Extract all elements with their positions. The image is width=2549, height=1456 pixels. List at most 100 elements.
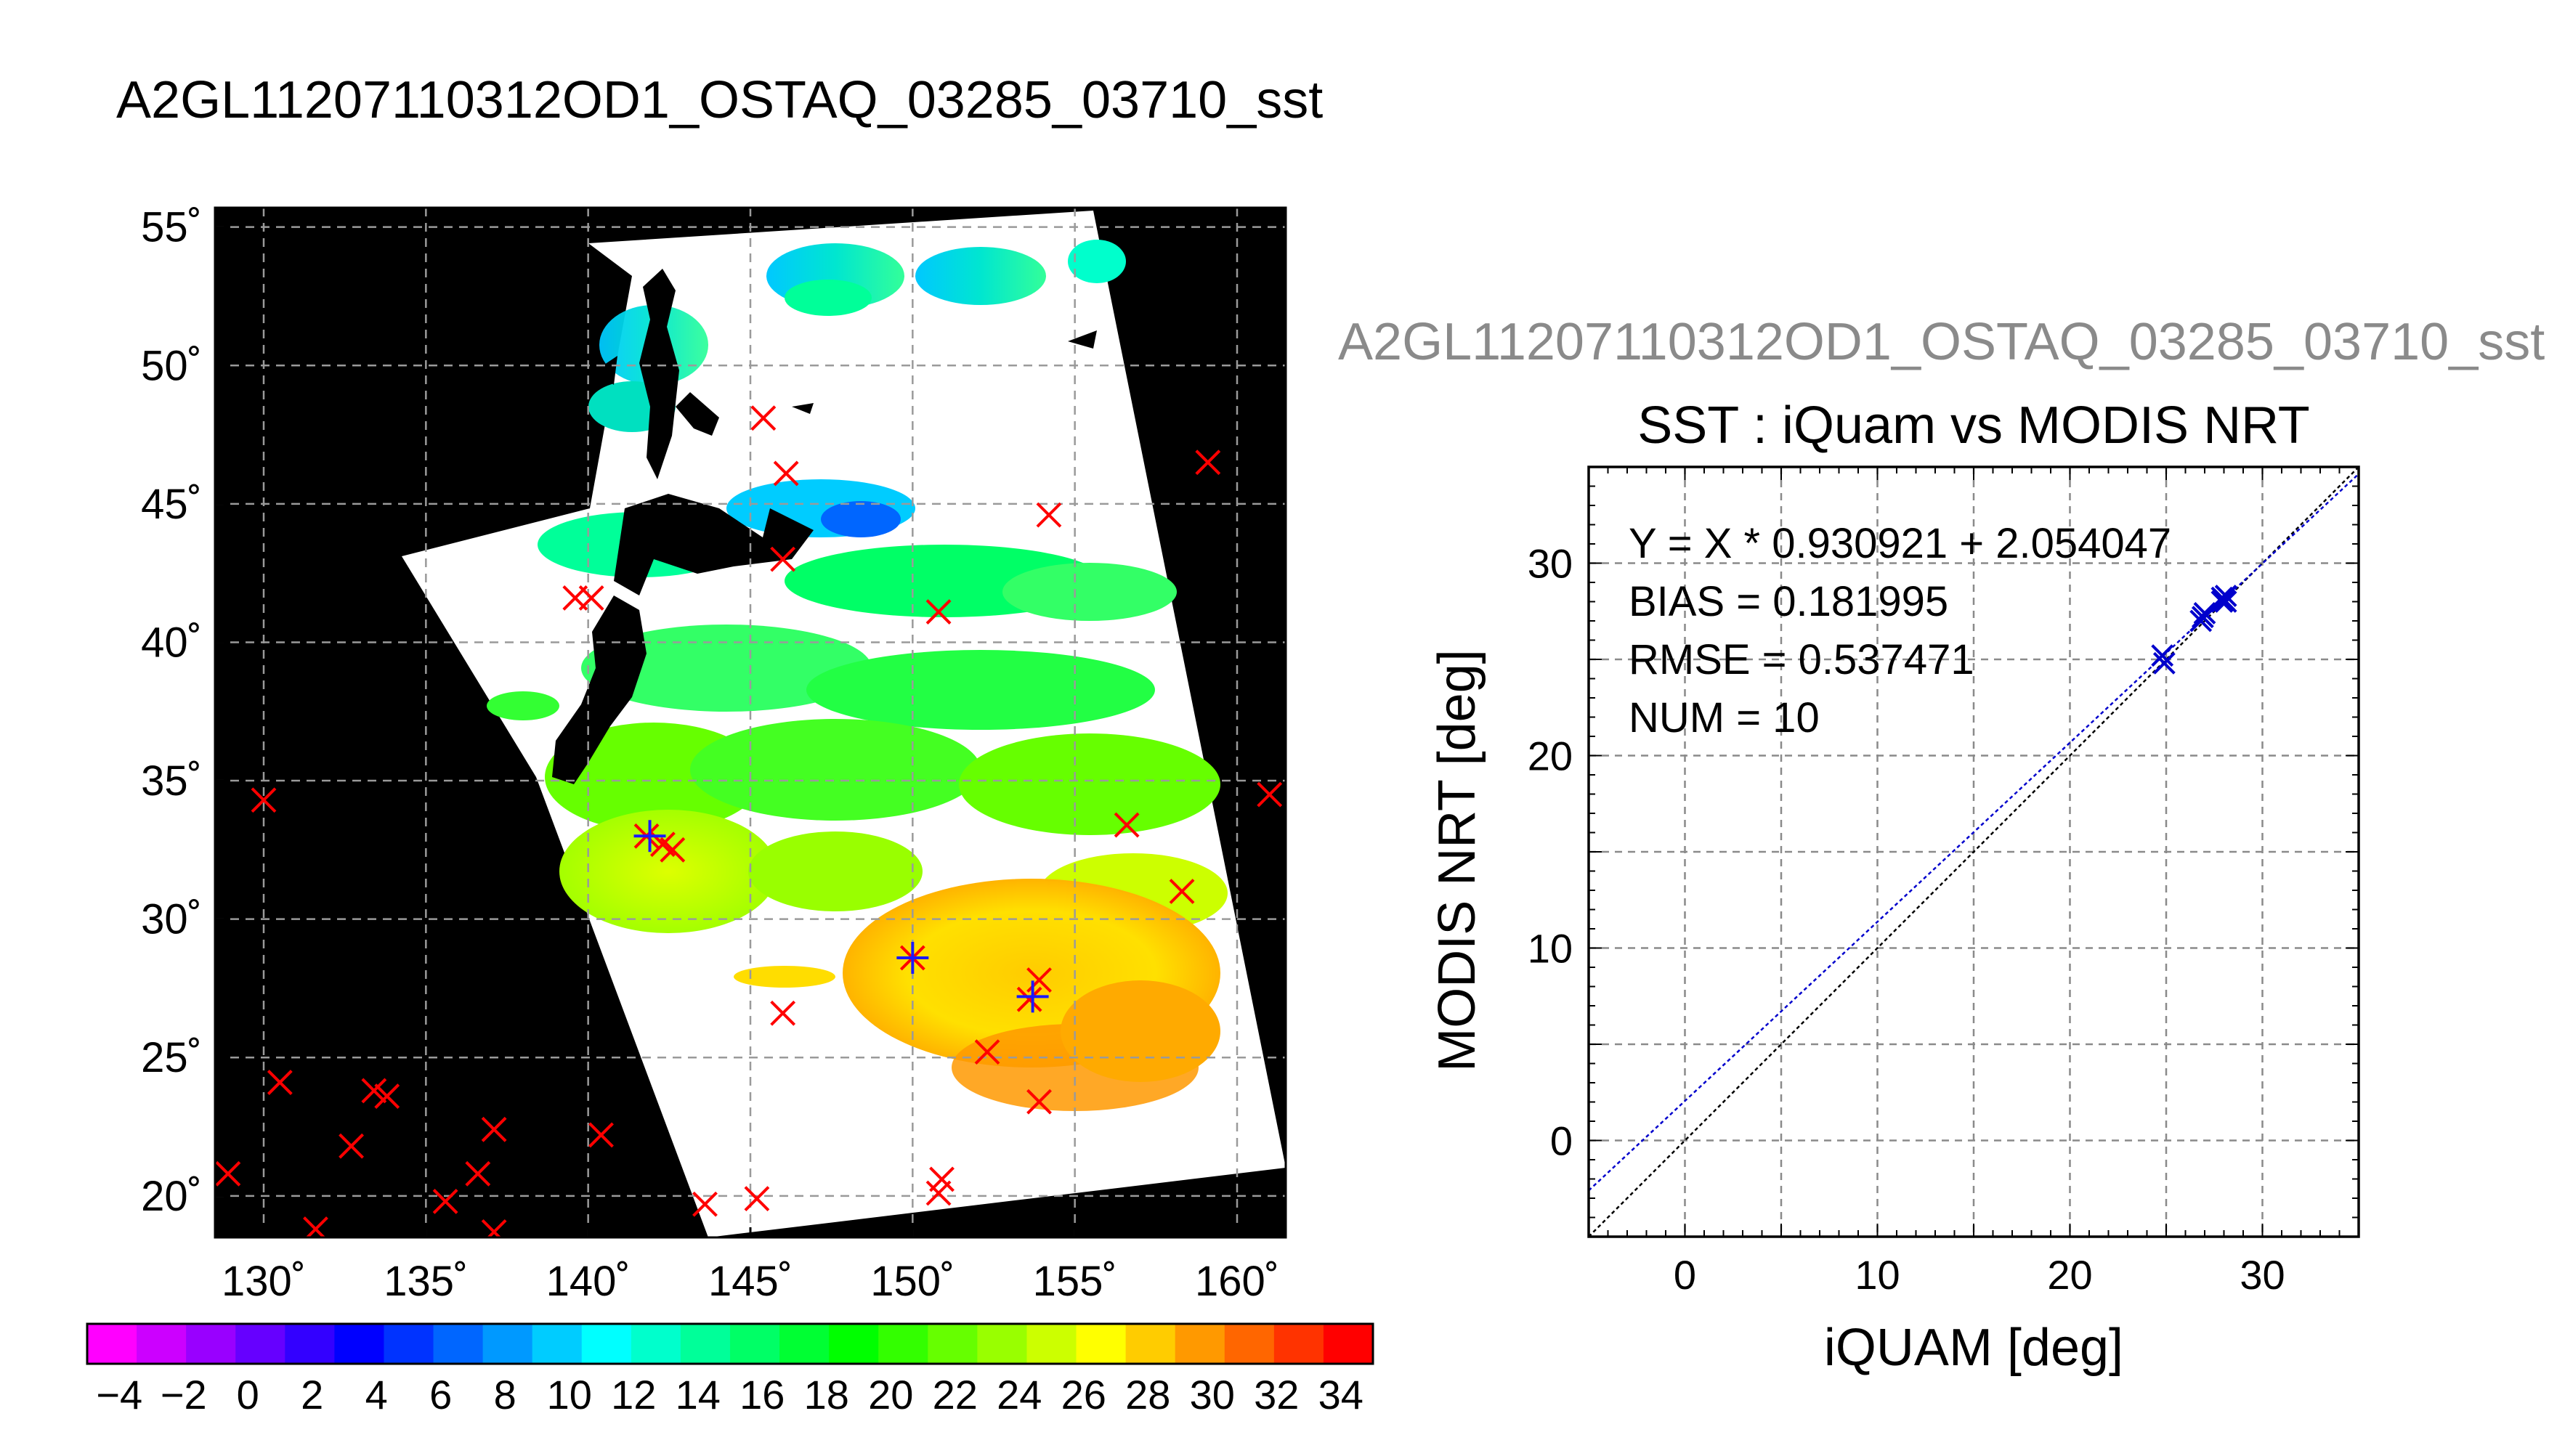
red-marker	[770, 546, 796, 572]
colorbar-tick-label: −2	[161, 1372, 207, 1418]
colorbar-segment	[334, 1324, 385, 1364]
map-ytick-label: 45˚	[141, 481, 202, 528]
colorbar-tick-label: 6	[429, 1372, 452, 1418]
colorbar-segment	[235, 1324, 286, 1364]
colorbar-segment	[137, 1324, 187, 1364]
sst-map: 130˚ 135˚ 140˚ 145˚ 150˚ 155˚ 160˚ 20˚ 25˚ 30˚ 35˚…	[141, 204, 1287, 1305]
colorbar-segment	[1175, 1324, 1225, 1364]
scatter-xlabel: iQUAM [deg]	[1824, 1319, 2123, 1377]
colorbar-segment	[87, 1324, 138, 1364]
colorbar-segment	[532, 1324, 583, 1364]
red-marker	[215, 1160, 241, 1187]
red-marker	[770, 1000, 796, 1026]
scatter-suptitle: A2GL11207110312OD1_OSTAQ_03285_03710_sst	[1338, 313, 2545, 371]
colorbar-segment	[1273, 1324, 1324, 1364]
scatter-ytick-label: 30	[1528, 541, 1573, 587]
red-marker	[578, 585, 604, 611]
scatter-ytick-label: 0	[1550, 1118, 1573, 1164]
colorbar-tick-label: 4	[365, 1372, 388, 1418]
red-marker	[481, 1219, 507, 1237]
land-mask	[472, 269, 1097, 784]
colorbar-tick-label: 34	[1318, 1372, 1363, 1418]
scatter-ylabel: MODIS NRT [deg]	[1428, 649, 1486, 1072]
colorbar-segment	[581, 1324, 632, 1364]
scatter-xtick-label: 10	[1855, 1252, 1900, 1298]
red-marker	[1257, 781, 1283, 808]
matchup-markers	[215, 405, 1283, 1237]
stats-annotation: RMSE = 0.537471	[1629, 636, 1974, 683]
colorbar-tick-label: 28	[1125, 1372, 1170, 1418]
colorbar-segment	[977, 1324, 1028, 1364]
colorbar-tick-label: 22	[933, 1372, 978, 1418]
red-marker	[974, 1039, 1000, 1065]
colorbar-tick-label: 0	[237, 1372, 259, 1418]
colorbar-frame	[86, 1322, 1374, 1365]
scatter-title: SST : iQuam vs MODIS NRT	[1637, 396, 2310, 455]
map-ytick-label: 40˚	[141, 619, 202, 666]
red-marker	[773, 460, 799, 487]
red-marker	[267, 1070, 293, 1095]
red-marker	[361, 1078, 387, 1104]
map-xtick-label: 145˚	[708, 1258, 793, 1305]
blue-marker	[633, 820, 666, 853]
map-ytick-label: 50˚	[141, 342, 202, 389]
red-marker	[1195, 450, 1221, 476]
red-marker	[925, 1180, 952, 1206]
colorbar-tick-label: −4	[96, 1372, 142, 1418]
blue-marker	[896, 942, 929, 975]
red-marker	[432, 1189, 458, 1214]
colorbar-segment	[1224, 1324, 1275, 1364]
red-marker	[251, 787, 277, 813]
colorbar-segment	[285, 1324, 336, 1364]
colorbar-tick-label: 8	[494, 1372, 516, 1418]
map-ytick-label: 55˚	[141, 204, 202, 251]
colorbar-segment	[433, 1324, 484, 1364]
map-ytick-label: 30˚	[141, 896, 202, 943]
colorbar-segment	[1323, 1324, 1374, 1364]
colorbar-segment	[1125, 1324, 1176, 1364]
colorbar-segment	[680, 1324, 731, 1364]
red-marker	[1016, 986, 1042, 1012]
colorbar-tick-label: 10	[547, 1372, 592, 1418]
stats-annotation: NUM = 10	[1629, 694, 1820, 741]
colorbar-segment	[1026, 1324, 1077, 1364]
identity-line	[1588, 466, 2359, 1237]
map-xtick-label: 135˚	[384, 1258, 468, 1305]
scatter-ytick-label: 20	[1528, 733, 1573, 779]
scatter-point	[2151, 644, 2174, 667]
red-marker	[339, 1133, 365, 1159]
colorbar-tick-label: 30	[1190, 1372, 1235, 1418]
blue-marker	[1016, 980, 1049, 1013]
red-marker	[465, 1160, 491, 1187]
colorbar-tick-label: 24	[997, 1372, 1042, 1418]
map-ytick-label: 20˚	[141, 1173, 202, 1220]
scatter-ytick-label: 10	[1528, 926, 1573, 972]
map-xtick-label: 150˚	[870, 1258, 955, 1305]
colorbar-segment	[482, 1324, 533, 1364]
colorbar-tick-label: 2	[301, 1372, 323, 1418]
colorbar-tick-label: 26	[1061, 1372, 1106, 1418]
colorbar-segment	[384, 1324, 434, 1364]
scatter-point	[2213, 588, 2235, 611]
colorbar-tick-label: 32	[1254, 1372, 1299, 1418]
red-marker	[1036, 502, 1062, 528]
colorbar-segment	[1076, 1324, 1127, 1364]
colorbar-tick-label: 14	[676, 1372, 721, 1418]
page-title: A2GL11207110312OD1_OSTAQ_03285_03710_sst	[116, 71, 1323, 129]
colorbar-tick-label: 20	[868, 1372, 913, 1418]
colorbar-segment	[631, 1324, 681, 1364]
scatter-xtick-label: 20	[2047, 1252, 2092, 1298]
colorbar-segment	[878, 1324, 929, 1364]
map-xtick-label: 160˚	[1195, 1258, 1279, 1305]
red-marker	[1169, 879, 1195, 904]
sst-field	[487, 240, 1228, 1111]
colorbar-tick-label: 18	[804, 1372, 849, 1418]
scatter-frame	[1587, 465, 2360, 1238]
map-graticule	[215, 208, 1286, 1237]
red-marker	[750, 405, 777, 431]
colorbar-tick-label: 16	[739, 1372, 785, 1418]
red-marker	[660, 837, 686, 863]
scatter-point	[2152, 651, 2176, 675]
colorbar-segment	[928, 1324, 978, 1364]
stats-annotation: BIAS = 0.181995	[1629, 578, 1948, 625]
